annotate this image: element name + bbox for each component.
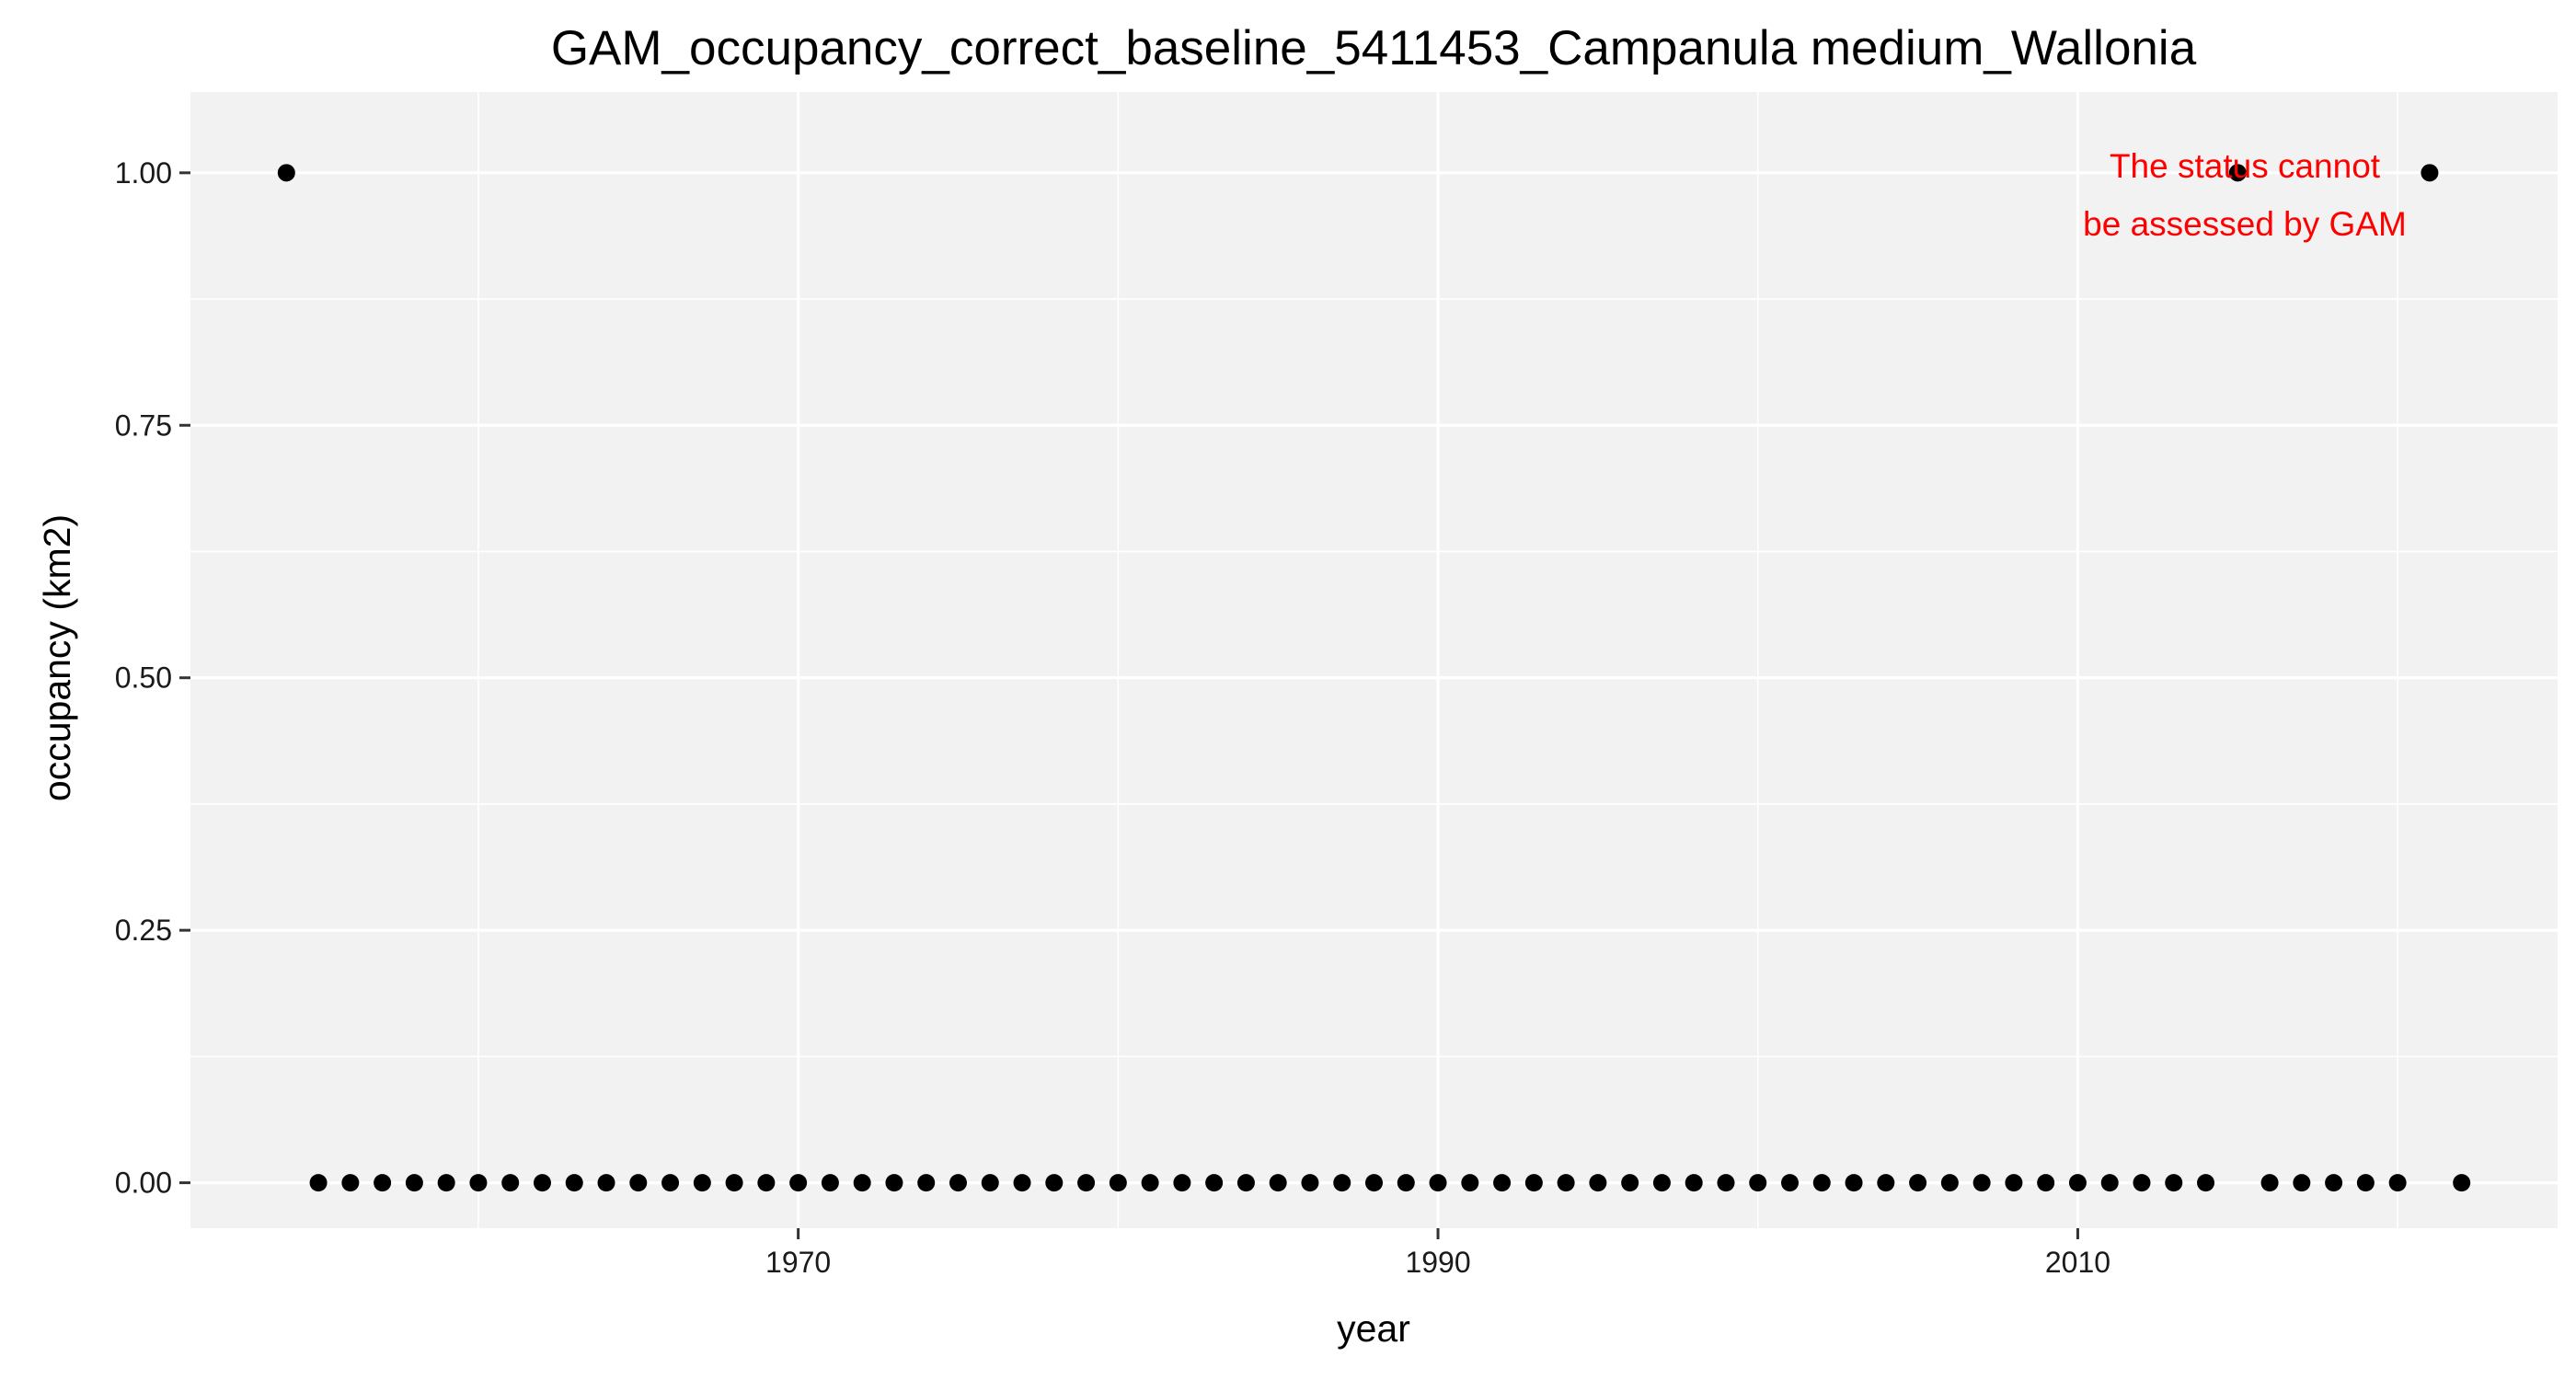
data-point <box>2293 1174 2311 1192</box>
data-point <box>1397 1174 1415 1192</box>
data-point <box>1909 1174 1927 1192</box>
data-point <box>1269 1174 1287 1192</box>
data-point <box>2421 164 2439 182</box>
data-point <box>309 1174 328 1192</box>
data-point <box>374 1174 392 1192</box>
data-point <box>629 1174 648 1192</box>
data-point <box>1749 1174 1767 1192</box>
data-point <box>1109 1174 1127 1192</box>
data-point <box>2037 1174 2055 1192</box>
data-point <box>565 1174 583 1192</box>
annotation: The status cannot be assessed by GAM <box>2083 147 2407 243</box>
y-tick-label: 0.25 <box>115 914 172 947</box>
data-point <box>1493 1174 1512 1192</box>
data-point <box>1685 1174 1703 1192</box>
data-point <box>2325 1174 2343 1192</box>
y-tick-label: 1.00 <box>115 156 172 190</box>
data-point <box>1077 1174 1096 1192</box>
x-axis-title: year <box>1337 1307 1410 1350</box>
y-tick-label: 0.75 <box>115 408 172 442</box>
data-point <box>917 1174 936 1192</box>
data-point <box>533 1174 551 1192</box>
data-point <box>949 1174 967 1192</box>
data-point <box>2165 1174 2183 1192</box>
data-point <box>2133 1174 2151 1192</box>
data-point <box>1365 1174 1383 1192</box>
chart-title: GAM_occupancy_correct_baseline_5411453_C… <box>551 21 2197 75</box>
annotation-line-2: be assessed by GAM <box>2083 205 2407 243</box>
data-point <box>1557 1174 1575 1192</box>
data-point <box>853 1174 871 1192</box>
data-point <box>2356 1174 2375 1192</box>
data-point <box>693 1174 711 1192</box>
plot-area: 0.00 0.25 0.50 0.75 1.00 1970 1990 2010 <box>115 92 2558 1279</box>
data-point <box>1141 1174 1159 1192</box>
data-point <box>1812 1174 1831 1192</box>
data-point <box>1173 1174 1191 1192</box>
data-point <box>1333 1174 1351 1192</box>
data-point <box>1429 1174 1447 1192</box>
data-point <box>1940 1174 1959 1192</box>
data-point <box>1652 1174 1671 1192</box>
data-point <box>2388 1174 2407 1192</box>
data-point <box>1301 1174 1319 1192</box>
data-point <box>981 1174 999 1192</box>
data-point <box>2260 1174 2279 1192</box>
data-point <box>1845 1174 1863 1192</box>
data-point <box>1205 1174 1224 1192</box>
data-point <box>725 1174 743 1192</box>
annotation-line-1: The status cannot <box>2110 147 2381 185</box>
x-tick-label: 1990 <box>1405 1246 1470 1279</box>
data-point <box>597 1174 615 1192</box>
data-point <box>821 1174 839 1192</box>
data-point <box>1589 1174 1607 1192</box>
data-point <box>1524 1174 1543 1192</box>
data-point <box>1236 1174 1255 1192</box>
y-tick-label: 0.00 <box>115 1167 172 1200</box>
data-point <box>2100 1174 2119 1192</box>
data-point <box>1717 1174 1735 1192</box>
data-point <box>1972 1174 1991 1192</box>
data-point <box>437 1174 455 1192</box>
data-point <box>661 1174 680 1192</box>
data-point <box>469 1174 488 1192</box>
data-point <box>405 1174 423 1192</box>
data-point <box>757 1174 776 1192</box>
data-point <box>1013 1174 1031 1192</box>
x-tick-label: 1970 <box>765 1246 831 1279</box>
data-point <box>341 1174 360 1192</box>
data-point <box>1045 1174 1064 1192</box>
data-point <box>1877 1174 1895 1192</box>
data-point <box>2005 1174 2023 1192</box>
y-axis-title: occupancy (km2) <box>36 514 78 801</box>
data-point <box>1621 1174 1639 1192</box>
y-tick-label: 0.50 <box>115 661 172 695</box>
data-point <box>2228 164 2247 182</box>
data-point <box>277 164 295 182</box>
data-point <box>1781 1174 1800 1192</box>
data-point <box>501 1174 520 1192</box>
data-point <box>2197 1174 2215 1192</box>
plot-panel <box>190 92 2558 1228</box>
data-point <box>2453 1174 2471 1192</box>
data-point <box>885 1174 903 1192</box>
data-point <box>2068 1174 2087 1192</box>
x-tick-label: 2010 <box>2045 1246 2110 1279</box>
data-point <box>789 1174 808 1192</box>
data-point <box>1461 1174 1479 1192</box>
